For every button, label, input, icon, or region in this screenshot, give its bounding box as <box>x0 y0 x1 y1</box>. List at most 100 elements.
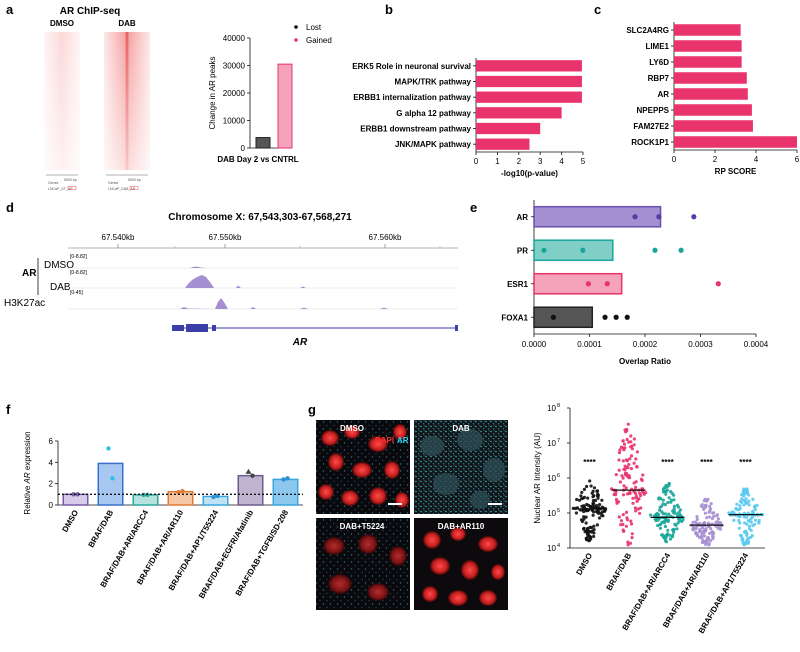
g-point-3-31 <box>695 515 699 519</box>
e-xtick-label-0: 0.0000 <box>522 340 547 349</box>
track-label-h3k27ac: H3K27ac <box>4 298 45 309</box>
f-bar-0 <box>62 493 89 506</box>
g-point-0-86 <box>594 510 599 514</box>
g-point-2-58 <box>664 492 668 496</box>
g-point-1-75 <box>634 480 638 484</box>
g-point-1-91 <box>621 439 625 443</box>
g-ytick-exp-4: 8 <box>557 403 560 409</box>
g-point-2-104 <box>657 497 661 501</box>
g-point-1-78 <box>634 457 638 461</box>
g-point-1-106 <box>625 427 629 432</box>
g-point-1-1 <box>632 461 636 465</box>
g-point-1-57 <box>632 437 637 441</box>
g-point-3-95 <box>709 527 713 531</box>
g-point-1-116 <box>614 473 618 477</box>
g-point-1-110 <box>639 477 644 481</box>
g-point-4-84 <box>747 524 752 528</box>
f-point-0-0 <box>71 492 76 497</box>
g-point-0-93 <box>601 514 605 518</box>
g-point-1-92 <box>618 448 622 452</box>
g-point-0-108 <box>602 509 606 513</box>
g-point-1-48 <box>626 466 630 470</box>
f-point-4-0 <box>211 494 216 500</box>
b-category-label-5: JNK/MAPK pathway <box>395 140 472 149</box>
e-category-label-ar: AR <box>516 213 528 222</box>
g-point-0-39 <box>600 498 604 502</box>
c-xtick-label-3: 6 <box>795 155 800 164</box>
g-point-2-50 <box>675 503 680 507</box>
g-point-1-84 <box>621 446 626 450</box>
track-label-dab: DAB <box>50 282 71 293</box>
g-point-3-104 <box>702 507 706 511</box>
f-point-0-1 <box>75 492 80 497</box>
g-point-1-76 <box>636 507 640 511</box>
g-point-0-71 <box>598 503 602 507</box>
panel-g: g <box>308 402 765 635</box>
a-bar-lost <box>255 137 271 149</box>
g-point-1-65 <box>630 532 634 536</box>
g-category-label-1: BRAF/DAB <box>605 551 634 592</box>
g-point-0-18 <box>592 534 596 539</box>
c-category-label-2: LY6D <box>649 58 669 67</box>
c-category-label-5: NPEPPS <box>637 106 670 115</box>
c-bar-0 <box>674 24 741 36</box>
g-point-0-92 <box>583 530 587 534</box>
g-point-3-96 <box>711 534 715 538</box>
g-point-1-27 <box>621 513 625 517</box>
g-point-1-14 <box>622 442 627 446</box>
g-significance-2: **** <box>661 458 674 467</box>
g-point-0-107 <box>591 501 595 505</box>
g-point-0-101 <box>580 490 584 494</box>
g-point-3-55 <box>716 517 721 521</box>
g-point-2-118 <box>672 527 676 531</box>
g-point-4-92 <box>734 506 738 511</box>
g-point-1-72 <box>644 491 648 495</box>
e-point-pr-0 <box>541 247 547 253</box>
g-point-2-84 <box>671 533 675 538</box>
g-category-label-0: DMSO <box>574 552 594 577</box>
g-point-2-4 <box>657 513 661 517</box>
g-point-4-88 <box>745 491 749 495</box>
g-point-0-60 <box>582 526 586 531</box>
g-point-2-67 <box>667 482 671 486</box>
c-xtick-label-0: 0 <box>672 155 677 164</box>
g-point-1-13 <box>627 463 631 467</box>
f-bar-6 <box>272 478 299 506</box>
heatmap-dab-fade <box>104 32 150 170</box>
g-point-1-52 <box>635 465 639 469</box>
g-point-1-81 <box>628 490 632 494</box>
g-point-0-104 <box>582 487 587 491</box>
g-point-1-104 <box>621 459 625 463</box>
stain-legend-dapi: DAPI <box>375 436 394 445</box>
g-point-1-34 <box>633 506 638 510</box>
a-legend-label-0: Lost <box>306 23 322 32</box>
g-point-2-13 <box>662 486 667 490</box>
g-point-0-53 <box>592 524 596 528</box>
g-point-3-113 <box>700 537 704 541</box>
e-point-esr1-1 <box>604 281 610 287</box>
e-point-ar-2 <box>691 214 697 220</box>
g-point-2-102 <box>654 512 658 516</box>
g-point-3-99 <box>709 502 713 506</box>
g-point-3-87 <box>716 526 720 530</box>
g-ytick-base-4: 10 <box>547 404 556 413</box>
g-ytick-base-0: 10 <box>547 544 556 553</box>
g-point-0-76 <box>584 515 588 519</box>
panel-c-label: c <box>594 2 601 17</box>
c-xlabel: RP SCORE <box>715 167 757 176</box>
g-point-3-63 <box>712 511 716 515</box>
g-ylabel: Nuclear AR Intensity (AU) <box>533 432 542 523</box>
g-point-2-93 <box>672 530 676 535</box>
g-point-2-99 <box>666 500 670 505</box>
b-category-label-4: ERBB1 downstream pathway <box>360 125 471 134</box>
g-point-4-109 <box>735 502 739 506</box>
g-point-1-67 <box>622 467 626 471</box>
g-point-1-68 <box>638 511 642 515</box>
g-point-3-65 <box>691 520 695 524</box>
g-point-1-108 <box>641 490 645 495</box>
e-point-foxa1-2 <box>613 314 619 320</box>
g-point-1-49 <box>634 491 638 496</box>
panel-e-chart: AR PR ESR1 FOXA1 0.0000 0.0001 0.0002 0.0003 0.0… <box>501 200 769 366</box>
gene-model-exon-1 <box>172 325 184 331</box>
